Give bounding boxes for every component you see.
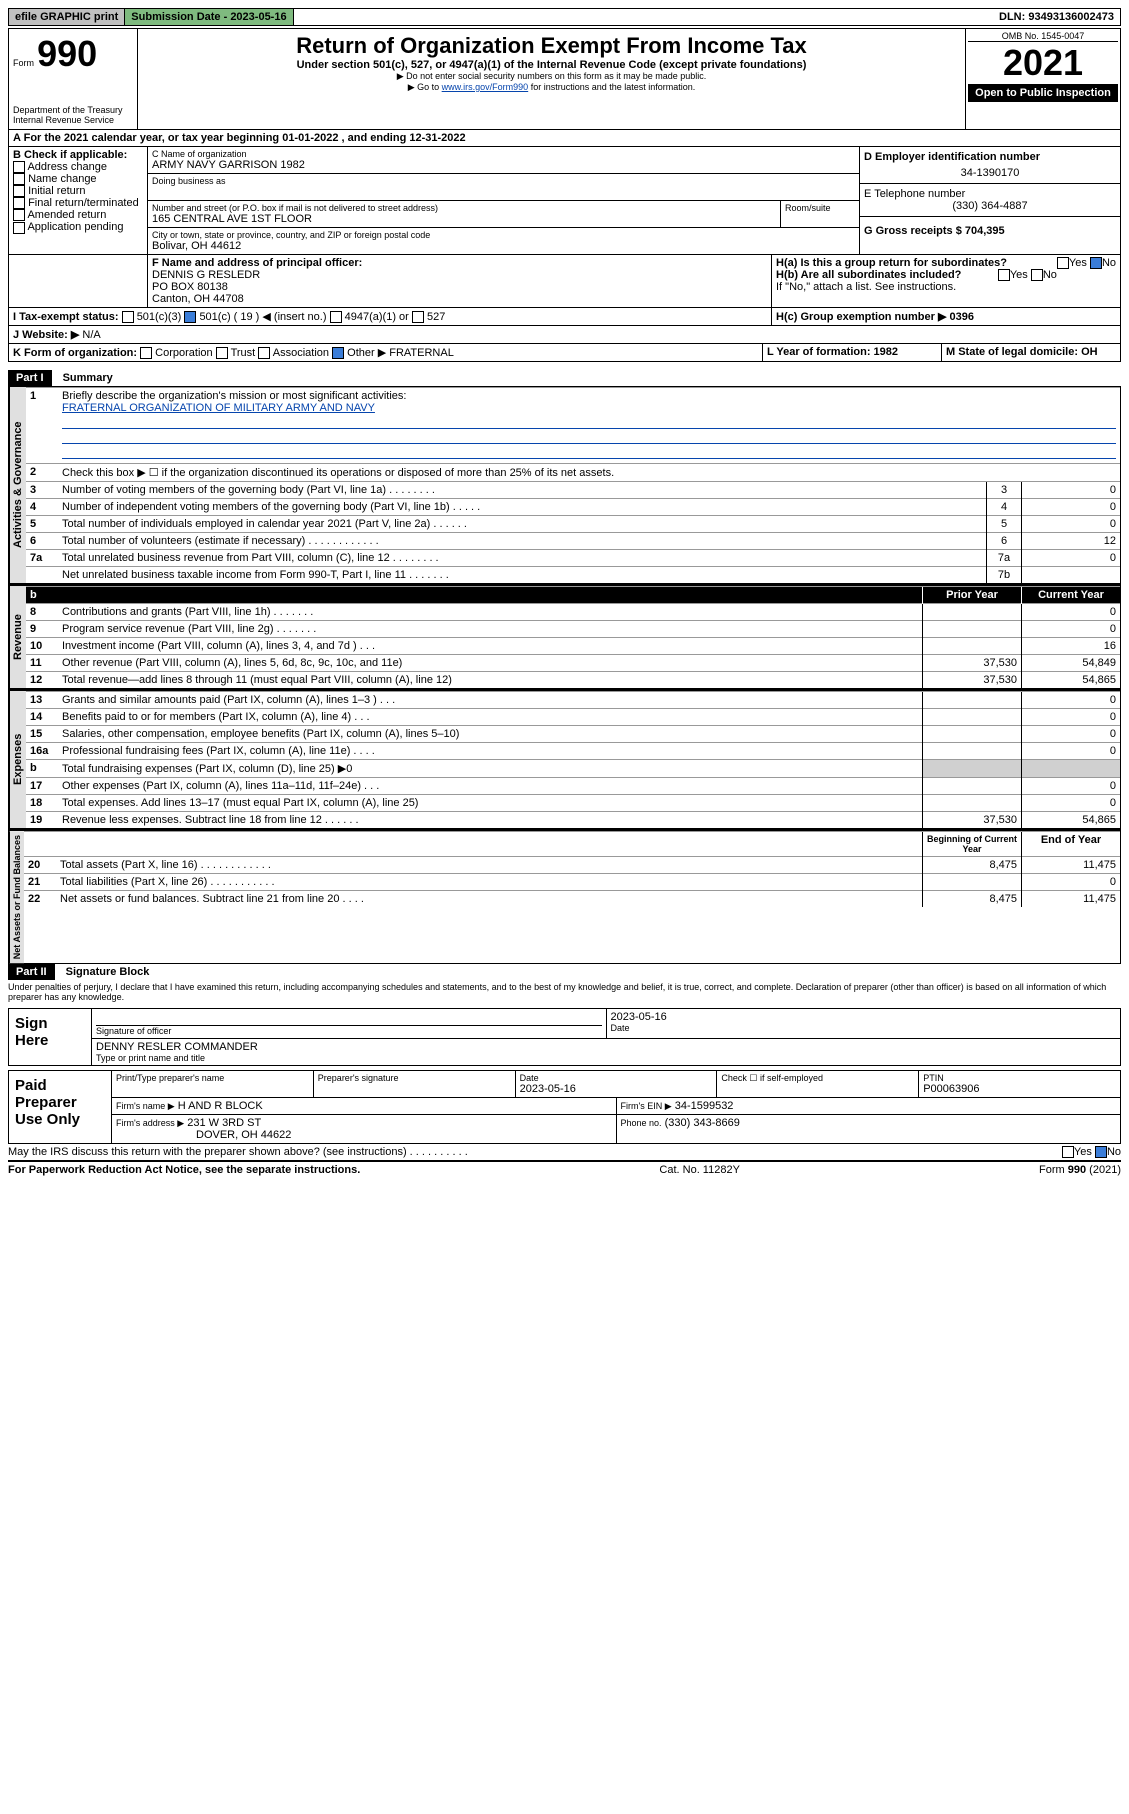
form-header: Form 990 Department of the Treasury Inte…	[8, 28, 1121, 130]
penalties-text: Under penalties of perjury, I declare th…	[8, 980, 1121, 1004]
open-public: Open to Public Inspection	[968, 84, 1118, 102]
period-row: A For the 2021 calendar year, or tax yea…	[8, 130, 1121, 147]
part1-body: Activities & Governance 1 Briefly descri…	[8, 386, 1121, 584]
part2-header: Part II Signature Block	[8, 964, 1121, 980]
sig-officer-label: Signature of officer	[96, 1026, 602, 1036]
boxE-label: E Telephone number	[864, 188, 1116, 200]
omb: OMB No. 1545-0047	[968, 31, 1118, 42]
balance-block: Net Assets or Fund Balances Beginning of…	[8, 829, 1121, 964]
vert-revenue: Revenue	[9, 586, 26, 688]
footer-right: Form 990 (2021)	[1039, 1164, 1121, 1176]
sign-here-label: Sign Here	[9, 1009, 91, 1065]
boxC-name-label: C Name of organization	[152, 149, 855, 159]
signer-name: DENNY RESLER COMMANDER	[96, 1041, 1116, 1053]
part1-header: Part I Summary	[8, 370, 1121, 386]
vert-activities: Activities & Governance	[9, 387, 26, 583]
street: 165 CENTRAL AVE 1ST FLOOR	[152, 213, 776, 225]
org-name: ARMY NAVY GARRISON 1982	[152, 159, 855, 171]
sign-date: 2023-05-16	[611, 1011, 1117, 1023]
dept-treasury: Department of the Treasury	[13, 105, 133, 115]
boxB-label: B Check if applicable:	[13, 149, 143, 161]
note-ssn: ▶ Do not enter social security numbers o…	[142, 71, 961, 82]
form-subtitle: Under section 501(c), 527, or 4947(a)(1)…	[142, 59, 961, 71]
efile-btn[interactable]: efile GRAPHIC print	[9, 9, 125, 25]
expense-block: Expenses 13Grants and similar amounts pa…	[8, 689, 1121, 829]
officer-addr1: PO BOX 80138	[152, 281, 767, 293]
form-org-row: K Form of organization: Corporation Trus…	[8, 344, 1121, 362]
boxH-note: If "No," attach a list. See instructions…	[776, 281, 1116, 293]
date-label: Date	[611, 1023, 1117, 1033]
boxM: M State of legal domicile: OH	[942, 344, 1120, 361]
name-title-label: Type or print name and title	[96, 1053, 1116, 1063]
discuss-row: May the IRS discuss this return with the…	[8, 1144, 1121, 1162]
boxL: L Year of formation: 1982	[763, 344, 942, 361]
preparer-box: Paid Preparer Use Only Print/Type prepar…	[8, 1070, 1121, 1144]
preparer-label: Paid Preparer Use Only	[9, 1071, 111, 1143]
footer-left: For Paperwork Reduction Act Notice, see …	[8, 1164, 360, 1176]
sign-here-box: Sign Here Signature of officer 2023-05-1…	[8, 1008, 1121, 1066]
website-row: J Website: ▶ N/A	[8, 326, 1121, 344]
top-bar: efile GRAPHIC print Submission Date - 20…	[8, 8, 1121, 26]
ein: 34-1390170	[864, 163, 1116, 179]
officer-addr2: Canton, OH 44708	[152, 293, 767, 305]
form-title: Return of Organization Exempt From Incom…	[142, 33, 961, 59]
tax-status-row: I Tax-exempt status: 501(c)(3) 501(c) ( …	[8, 308, 1121, 326]
dln: DLN: 93493136002473	[993, 9, 1120, 25]
boxG: G Gross receipts $ 704,395	[864, 225, 1116, 237]
irs-link[interactable]: www.irs.gov/Form990	[442, 82, 529, 92]
form-prefix: Form	[13, 58, 34, 68]
entity-block: B Check if applicable: Address change Na…	[8, 147, 1121, 255]
form-number: 990	[37, 33, 97, 74]
mission-text: FRATERNAL ORGANIZATION OF MILITARY ARMY …	[62, 402, 375, 414]
submission-date: Submission Date - 2023-05-16	[125, 9, 293, 25]
phone: (330) 364-4887	[864, 200, 1116, 212]
tax-year: 2021	[968, 42, 1118, 84]
footer: For Paperwork Reduction Act Notice, see …	[8, 1162, 1121, 1176]
note-link-row: ▶ Go to www.irs.gov/Form990 for instruct…	[142, 82, 961, 93]
city-label: City or town, state or province, country…	[152, 230, 855, 240]
officer-name: DENNIS G RESLEDR	[152, 269, 767, 281]
vert-expenses: Expenses	[9, 691, 26, 828]
vert-balance: Net Assets or Fund Balances	[9, 831, 24, 963]
boxF-label: F Name and address of principal officer:	[152, 257, 767, 269]
room-label: Room/suite	[785, 203, 855, 213]
boxD-label: D Employer identification number	[864, 151, 1116, 163]
revenue-block: Revenue b Prior Year Current Year 8Contr…	[8, 584, 1121, 689]
footer-mid: Cat. No. 11282Y	[659, 1164, 740, 1176]
street-label: Number and street (or P.O. box if mail i…	[152, 203, 776, 213]
dba-label: Doing business as	[152, 176, 855, 186]
irs-label: Internal Revenue Service	[13, 115, 133, 125]
city: Bolivar, OH 44612	[152, 240, 855, 252]
officer-block: F Name and address of principal officer:…	[8, 255, 1121, 308]
